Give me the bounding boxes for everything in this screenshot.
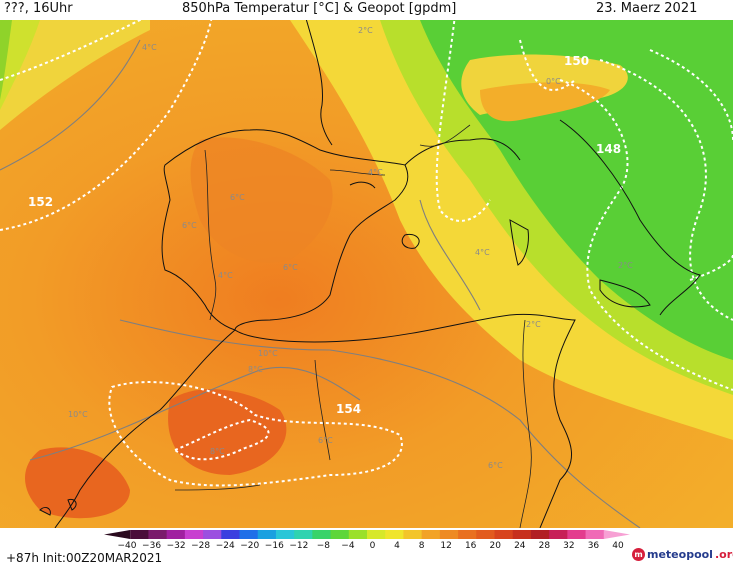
scale-tick-label: −40 <box>117 541 137 551</box>
scale-color-step <box>385 530 404 539</box>
scale-color-step <box>367 530 386 539</box>
isotherm-label: 8°C <box>210 447 225 456</box>
scale-tick-label: 40 <box>612 541 624 551</box>
temp-band-lime-nw <box>0 20 40 110</box>
geopot-label-west: 152 <box>28 195 53 209</box>
isotherm-label: 10°C <box>258 349 278 358</box>
temp-band-yellow-nw <box>0 20 150 130</box>
isotherm-label: 0°C <box>546 77 561 86</box>
geopot-label-africa: 154 <box>336 402 361 416</box>
isotherm-label: 6°C <box>318 436 333 445</box>
scale-color-step <box>130 530 149 539</box>
temp-band-iberia-interior <box>190 137 333 263</box>
isotherm-label: 8°C <box>248 365 263 374</box>
geopotential-labels: 152 150 148 154 <box>28 54 621 416</box>
scale-tick-label: 0 <box>369 541 376 551</box>
scale-color-step <box>348 530 368 539</box>
scale-color-step <box>203 530 222 539</box>
scale-tick-label: −12 <box>289 541 309 551</box>
map-title: 850hPa Temperatur [°C] & Geopot [gpdm] <box>182 1 457 16</box>
meteopool-logo[interactable]: m meteopool.org <box>632 548 733 561</box>
isotherm-label: 6°C <box>182 221 197 230</box>
country-borders <box>174 124 532 528</box>
geopot-label-italy: 148 <box>596 142 621 156</box>
logo-tld: .org <box>714 548 733 561</box>
isotherm-label: 4°C <box>218 271 233 280</box>
weather-map: 152 150 148 154 4°C 2°C 0°C 4°C 6°C 6°C … <box>0 20 733 528</box>
run-info: +87h Init:00Z20MAR2021 <box>6 551 163 565</box>
scale-color-step <box>330 530 350 539</box>
header-bar: ???, 16Uhr 850hPa Temperatur [°C] & Geop… <box>0 0 733 20</box>
isotherm-labels: 4°C 2°C 0°C 4°C 6°C 6°C 4°C 6°C 10°C 8°C… <box>68 26 633 470</box>
meteopool-logo-icon: m <box>632 548 645 561</box>
scale-color-step <box>567 530 587 539</box>
color-scale-bar <box>104 530 630 539</box>
scale-tick-label: −36 <box>142 541 162 551</box>
scale-tick-label: 16 <box>464 541 477 551</box>
logo-text: meteopool <box>647 548 713 561</box>
scale-color-step <box>458 530 477 539</box>
scale-tick-label: 8 <box>418 541 425 551</box>
scale-color-step <box>403 530 423 539</box>
scale-color-step <box>294 530 313 539</box>
temp-band-hot-west <box>25 447 130 519</box>
scale-tick-label: −24 <box>215 541 235 551</box>
scale-tick-label: 32 <box>563 541 575 551</box>
scale-tick-label: 12 <box>440 541 452 551</box>
isotherm-label: 4°C <box>475 248 490 257</box>
scale-color-step <box>512 530 532 539</box>
isotherm-label: 10°C <box>68 410 88 419</box>
scale-tick-label: −8 <box>316 541 331 551</box>
scale-color-step <box>585 530 605 539</box>
forecast-date: 23. Maerz 2021 <box>596 1 698 16</box>
scale-tick-label: −32 <box>166 541 186 551</box>
scale-color-step <box>239 530 259 539</box>
scale-color-step <box>257 530 277 539</box>
isotherm-label: 4°C <box>368 168 383 177</box>
isotherm-label: 2°C <box>618 261 633 270</box>
isotherm-label: 6°C <box>230 193 245 202</box>
temp-band-alps-orange <box>480 82 610 122</box>
geopot-label-alps: 150 <box>564 54 589 68</box>
isotherm-label: 2°C <box>526 320 541 329</box>
scale-tick-label: 24 <box>514 541 526 551</box>
scale-color-step <box>275 530 295 539</box>
isotherm-label: 2°C <box>358 26 373 35</box>
temp-band-hot-africa <box>168 389 287 475</box>
scale-color-step <box>476 530 495 539</box>
scale-tick-label: 20 <box>489 541 501 551</box>
scale-color-step <box>148 530 168 539</box>
scale-tick-label: 36 <box>587 541 600 551</box>
scale-color-step <box>439 530 459 539</box>
isotherm-lines <box>0 39 641 528</box>
coastlines <box>39 20 701 528</box>
valid-time-label: ???, 16Uhr <box>4 1 73 16</box>
scale-color-step <box>530 530 550 539</box>
scale-tick-label: −16 <box>264 541 284 551</box>
isotherm-label: 6°C <box>283 263 298 272</box>
scale-color-step <box>166 530 186 539</box>
scale-tick-label: 4 <box>394 541 400 551</box>
scale-tick-label: 28 <box>538 541 551 551</box>
scale-color-step <box>603 530 630 539</box>
scale-color-step <box>184 530 204 539</box>
isotherm-label: 6°C <box>488 461 503 470</box>
scale-color-step <box>104 530 131 539</box>
scale-color-step <box>494 530 514 539</box>
scale-color-step <box>421 530 441 539</box>
scale-color-step <box>549 530 568 539</box>
scale-color-step <box>221 530 240 539</box>
scale-tick-label: −4 <box>341 541 355 551</box>
scale-color-step <box>312 530 332 539</box>
scale-tick-label: −28 <box>191 541 211 551</box>
color-scale-labels: −40 −36 −32 −28 −24 −20 −16 −12 −8 −4 0 4 8 12 16 20 24 2… <box>0 541 733 553</box>
isotherm-label: 4°C <box>142 43 157 52</box>
scale-tick-label: −20 <box>240 541 260 551</box>
